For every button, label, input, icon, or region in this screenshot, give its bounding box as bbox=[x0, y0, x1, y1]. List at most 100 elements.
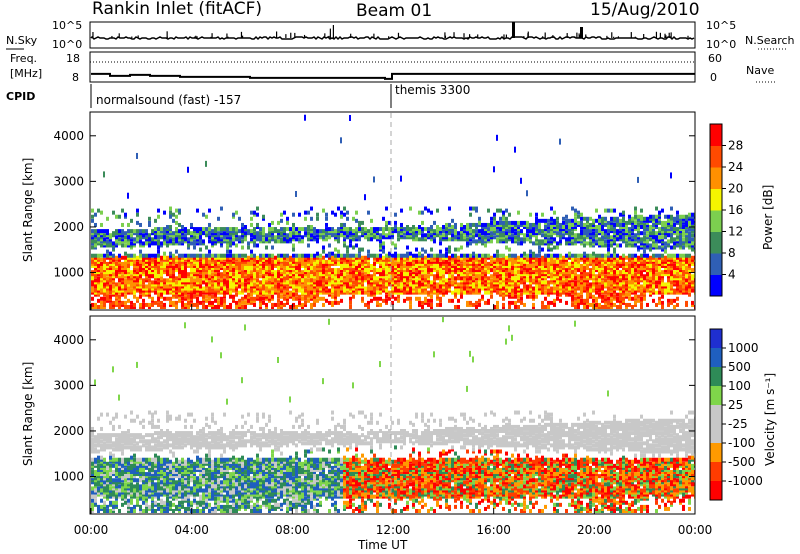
range-cell bbox=[136, 152, 138, 159]
range-cell bbox=[106, 270, 109, 275]
range-cell bbox=[208, 280, 211, 285]
range-cell bbox=[520, 292, 523, 297]
range-cell bbox=[181, 284, 184, 289]
range-cell bbox=[319, 253, 322, 258]
range-cell bbox=[100, 263, 103, 268]
range-cell bbox=[280, 212, 283, 217]
range-cell bbox=[286, 255, 289, 260]
range-cell bbox=[157, 235, 160, 240]
range-cell bbox=[520, 276, 523, 281]
range-cell bbox=[196, 257, 199, 262]
range-cell bbox=[181, 266, 184, 271]
range-cell bbox=[622, 235, 625, 240]
range-cell bbox=[550, 259, 553, 264]
range-cell bbox=[460, 288, 463, 293]
range-cell bbox=[313, 288, 316, 293]
range-cell bbox=[388, 280, 391, 285]
range-cell bbox=[178, 235, 181, 240]
range-cell bbox=[442, 290, 445, 295]
range-cell bbox=[163, 229, 166, 234]
range-cell bbox=[373, 261, 376, 266]
range-cell bbox=[133, 290, 136, 295]
range-cell bbox=[250, 216, 253, 221]
range-cell bbox=[190, 241, 193, 246]
range-cell bbox=[190, 266, 193, 271]
range-cell bbox=[190, 268, 193, 273]
range-cell bbox=[151, 298, 154, 303]
range-cell bbox=[403, 282, 406, 287]
range-cell bbox=[403, 298, 406, 303]
range-cell bbox=[97, 259, 100, 264]
range-cell bbox=[355, 237, 358, 242]
range-cell bbox=[223, 288, 226, 293]
range-cell bbox=[520, 296, 523, 301]
range-cell bbox=[460, 237, 463, 242]
range-cell bbox=[544, 239, 547, 244]
range-cell bbox=[130, 241, 133, 246]
range-cell bbox=[139, 305, 142, 309]
range-cell bbox=[574, 222, 577, 227]
range-cell bbox=[625, 276, 628, 281]
range-cell bbox=[625, 263, 628, 268]
range-cell bbox=[313, 270, 316, 275]
range-cell bbox=[115, 235, 118, 240]
range-cell bbox=[337, 300, 340, 305]
range-cell bbox=[268, 261, 271, 266]
range-cell bbox=[430, 290, 433, 295]
range-cell bbox=[610, 220, 613, 225]
range-cell bbox=[115, 237, 118, 242]
range-cell bbox=[199, 239, 202, 244]
range-cell bbox=[400, 263, 403, 268]
range-cell bbox=[568, 235, 571, 240]
range-cell bbox=[484, 229, 487, 234]
range-cell bbox=[283, 257, 286, 262]
range-cell bbox=[241, 245, 244, 250]
range-cell bbox=[412, 286, 415, 291]
range-cell bbox=[115, 241, 118, 246]
range-cell bbox=[310, 284, 313, 289]
range-cell bbox=[622, 300, 625, 305]
range-cell bbox=[403, 259, 406, 264]
range-cell bbox=[331, 233, 334, 238]
range-cell bbox=[430, 255, 433, 260]
range-cell bbox=[100, 274, 103, 279]
range-cell bbox=[127, 231, 130, 236]
range-cell bbox=[148, 302, 151, 307]
range-cell bbox=[613, 296, 616, 301]
range-cell bbox=[148, 257, 151, 262]
range-cell bbox=[241, 231, 244, 236]
range-cell bbox=[580, 257, 583, 262]
range-cell bbox=[436, 276, 439, 281]
range-cell bbox=[379, 278, 382, 283]
range-cell bbox=[151, 302, 154, 307]
range-cell bbox=[232, 280, 235, 285]
range-cell bbox=[517, 305, 520, 309]
range-cell bbox=[505, 288, 508, 293]
range-cell bbox=[595, 263, 598, 268]
range-cell bbox=[433, 259, 436, 264]
range-cell bbox=[457, 257, 460, 262]
range-cell bbox=[214, 255, 217, 260]
range-cell bbox=[145, 276, 148, 281]
range-cell bbox=[283, 261, 286, 266]
range-cell bbox=[454, 231, 457, 236]
range-cell bbox=[154, 282, 157, 287]
range-cell bbox=[271, 302, 274, 307]
range-cell bbox=[607, 261, 610, 266]
range-cell bbox=[193, 259, 196, 264]
range-cell bbox=[331, 300, 334, 305]
range-cell bbox=[529, 276, 532, 281]
range-cell bbox=[577, 220, 580, 225]
range-cell bbox=[514, 222, 517, 227]
range-cell bbox=[427, 263, 430, 268]
range-cell bbox=[292, 280, 295, 285]
range-cell bbox=[136, 296, 139, 301]
range-cell bbox=[388, 290, 391, 295]
range-cell bbox=[337, 235, 340, 240]
range-cell bbox=[550, 286, 553, 291]
range-cell bbox=[94, 235, 97, 240]
range-cell bbox=[205, 253, 208, 258]
range-cell bbox=[280, 227, 283, 232]
range-cell bbox=[370, 218, 373, 223]
range-cell bbox=[265, 257, 268, 262]
